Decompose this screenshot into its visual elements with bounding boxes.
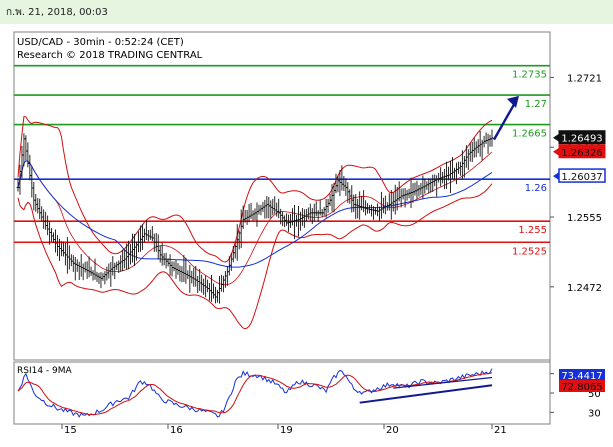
price-tag-pointer-0	[553, 133, 559, 142]
rsi-tag-label-0: 73.4417	[561, 371, 602, 382]
price-tick-label-2: 1.2555	[567, 213, 602, 224]
bollinger-upper-band	[17, 116, 493, 263]
rsi-trendline-upper	[393, 376, 493, 389]
rsi-panel	[13, 361, 551, 425]
price-tag-label-1: 1.26326	[561, 148, 602, 159]
price-tick-label-3: 1.2472	[567, 283, 602, 294]
price-tick-label-0: 1.2721	[567, 73, 602, 84]
top-bar: ก.พ. 21, 2018, 00:03	[0, 0, 613, 24]
forecast-arrow-shaft	[492, 100, 518, 141]
rsi-tag-0	[559, 369, 605, 381]
level-label-1: 1.27	[525, 99, 547, 110]
x-tick-label-1: 16	[170, 425, 183, 436]
rsi-tick-label-1: 50	[588, 389, 601, 400]
rsi-tag-label-1: 72.8065	[561, 382, 602, 393]
level-label-4: 1.255	[518, 225, 547, 236]
level-label-0: 1.2735	[512, 70, 547, 81]
level-label-5: 1.2525	[512, 246, 547, 257]
chart-subtitle: Research © 2018 TRADING CENTRAL	[17, 50, 203, 61]
rsi-ma-line	[17, 372, 493, 416]
level-label-3: 1.26	[525, 183, 547, 194]
forecast-arrow	[492, 95, 519, 141]
price-panel	[13, 31, 551, 361]
x-tick-label-3: 20	[386, 425, 399, 436]
timestamp: ก.พ. 21, 2018, 00:03	[6, 7, 108, 18]
price-bars-layer	[16, 129, 494, 304]
price-tag-pointer-1	[553, 147, 559, 156]
price-tag-label-0: 1.26493	[561, 134, 602, 145]
x-tick-label-0: 15	[64, 425, 77, 436]
forecast-arrow-head	[507, 95, 519, 108]
chart-title: USD/CAD - 30min - 0:52:24 (CET)	[17, 37, 184, 48]
price-tag-label-2: 1.26037	[561, 172, 602, 183]
x-tick-label-2: 19	[280, 425, 293, 436]
rsi-tag-1	[559, 380, 605, 392]
levels-layer: 1.2735 1.27 1.2665 1.26 1.255 1.2525	[14, 64, 550, 257]
level-label-2: 1.2665	[512, 129, 547, 140]
chart: 1.2735 1.27 1.2665 1.26 1.255 1.2525 1.2721 1.…	[13, 31, 606, 436]
price-tags: 1.26493 1.26326 1.26037	[553, 130, 606, 183]
price-tag-pointer-2	[553, 172, 559, 181]
x-tick-label-4: 21	[494, 425, 507, 436]
x-axis: 15 16 19 20 21	[61, 424, 507, 436]
rsi-label: RSI14 - 9MA	[17, 366, 73, 376]
rsi-trendline	[359, 384, 493, 404]
rsi-tick-label-2: 30	[588, 408, 601, 419]
bollinger-lower-band	[17, 183, 493, 330]
